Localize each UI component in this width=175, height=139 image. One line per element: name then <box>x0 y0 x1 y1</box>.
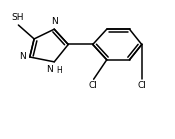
Text: H: H <box>56 66 62 75</box>
Text: N: N <box>46 65 52 74</box>
Text: Cl: Cl <box>137 81 146 90</box>
Text: N: N <box>19 53 25 61</box>
Text: SH: SH <box>11 13 24 22</box>
Text: N: N <box>51 17 58 26</box>
Text: Cl: Cl <box>88 81 97 90</box>
